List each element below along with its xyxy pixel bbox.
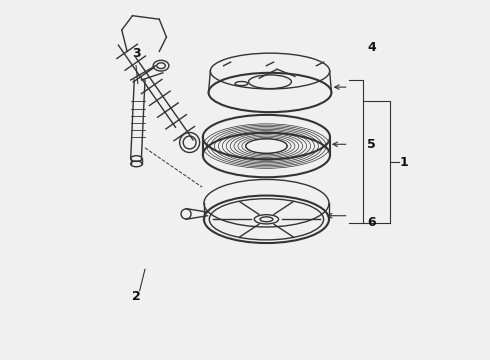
Text: 5: 5 [368,138,376,151]
Text: 1: 1 [399,156,408,168]
Text: 3: 3 [132,47,140,60]
Text: 4: 4 [368,41,376,54]
Text: 6: 6 [368,216,376,229]
Text: 2: 2 [132,289,141,303]
